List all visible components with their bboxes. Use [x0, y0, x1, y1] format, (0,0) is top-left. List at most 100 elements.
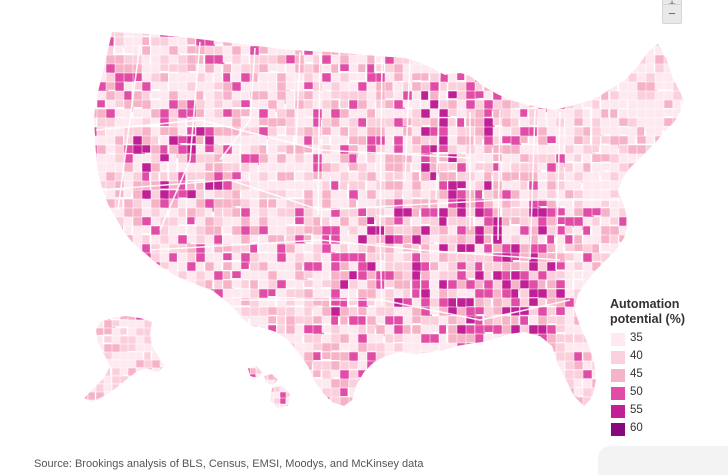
county-cell[interactable]	[501, 279, 512, 291]
county-cell[interactable]	[258, 405, 272, 417]
county-cell[interactable]	[240, 261, 250, 270]
county-cell[interactable]	[501, 315, 511, 326]
county-cell[interactable]	[573, 45, 585, 60]
county-cell[interactable]	[447, 117, 457, 127]
county-cell[interactable]	[222, 342, 237, 355]
county-cell[interactable]	[600, 63, 614, 73]
county-cell[interactable]	[105, 288, 118, 302]
county-cell[interactable]	[256, 410, 263, 418]
county-cell[interactable]	[528, 387, 539, 398]
county-cell[interactable]	[420, 360, 431, 372]
county-cell[interactable]	[132, 252, 147, 264]
county-cell[interactable]	[285, 36, 297, 45]
county-cell[interactable]	[402, 360, 413, 372]
county-cell[interactable]	[627, 270, 637, 279]
county-cell[interactable]	[339, 324, 351, 335]
county-cell[interactable]	[195, 234, 207, 244]
county-cell[interactable]	[279, 373, 287, 383]
county-cell[interactable]	[285, 360, 300, 371]
county-cell[interactable]	[177, 405, 189, 418]
county-cell[interactable]	[528, 405, 539, 418]
county-cell[interactable]	[402, 252, 412, 262]
county-cell[interactable]	[411, 360, 422, 371]
county-cell[interactable]	[681, 28, 690, 38]
county-cell[interactable]	[105, 306, 119, 318]
county-cell[interactable]	[546, 135, 557, 144]
county-cell[interactable]	[357, 306, 367, 316]
county-cell[interactable]	[348, 306, 358, 317]
county-cell[interactable]	[600, 369, 611, 383]
county-cell[interactable]	[564, 54, 574, 66]
county-cell[interactable]	[88, 180, 100, 194]
county-cell[interactable]	[645, 162, 658, 175]
county-cell[interactable]	[600, 90, 609, 102]
county-cell[interactable]	[456, 45, 467, 55]
county-cell[interactable]	[159, 369, 169, 382]
county-cell[interactable]	[321, 351, 331, 360]
county-cell[interactable]	[303, 279, 314, 288]
county-cell[interactable]	[123, 243, 134, 258]
county-cell[interactable]	[411, 252, 421, 264]
county-cell[interactable]	[177, 270, 188, 280]
county-cell[interactable]	[564, 36, 576, 48]
county-cell[interactable]	[375, 360, 385, 371]
county-cell[interactable]	[456, 396, 468, 406]
county-cell[interactable]	[222, 225, 234, 234]
county-cell[interactable]	[123, 63, 134, 74]
county-cell[interactable]	[501, 36, 512, 47]
county-cell[interactable]	[645, 117, 656, 129]
county-cell[interactable]	[303, 28, 313, 42]
county-cell[interactable]	[159, 399, 172, 411]
county-cell[interactable]	[447, 28, 461, 41]
county-cell[interactable]	[600, 28, 614, 41]
county-cell[interactable]	[285, 333, 297, 345]
county-cell[interactable]	[285, 362, 292, 368]
county-cell[interactable]	[132, 288, 144, 302]
county-cell[interactable]	[555, 28, 569, 41]
county-cell[interactable]	[303, 387, 314, 401]
county-cell[interactable]	[95, 335, 104, 345]
county-cell[interactable]	[204, 324, 213, 336]
county-cell[interactable]	[663, 207, 678, 221]
county-cell[interactable]	[627, 252, 641, 264]
county-cell[interactable]	[609, 54, 620, 64]
county-cell[interactable]	[135, 383, 147, 393]
county-cell[interactable]	[555, 171, 565, 181]
county-cell[interactable]	[438, 378, 450, 392]
county-cell[interactable]	[111, 383, 120, 396]
county-cell[interactable]	[330, 342, 340, 351]
county-cell[interactable]	[663, 225, 674, 236]
county-cell[interactable]	[591, 270, 602, 281]
county-cell[interactable]	[654, 180, 669, 192]
county-cell[interactable]	[609, 45, 622, 56]
county-cell[interactable]	[591, 36, 604, 48]
county-cell[interactable]	[88, 90, 97, 102]
county-cell[interactable]	[285, 397, 294, 405]
county-cell[interactable]	[510, 36, 521, 50]
county-cell[interactable]	[573, 36, 587, 49]
county-cell[interactable]	[240, 342, 253, 357]
county-cell[interactable]	[339, 36, 354, 46]
county-cell[interactable]	[88, 405, 97, 419]
county-cell[interactable]	[132, 270, 145, 279]
county-cell[interactable]	[501, 360, 511, 375]
county-cell[interactable]	[681, 54, 694, 69]
county-cell[interactable]	[555, 54, 567, 66]
county-cell[interactable]	[240, 360, 250, 375]
county-cell[interactable]	[114, 288, 126, 297]
county-cell[interactable]	[150, 324, 163, 339]
county-cell[interactable]	[645, 135, 655, 145]
county-cell[interactable]	[80, 375, 92, 387]
county-cell[interactable]	[123, 288, 134, 303]
county-cell[interactable]	[672, 126, 683, 135]
county-cell[interactable]	[645, 189, 659, 201]
county-cell[interactable]	[204, 243, 213, 255]
county-cell[interactable]	[339, 378, 350, 389]
county-cell[interactable]	[672, 189, 684, 199]
county-cell[interactable]	[582, 252, 594, 264]
county-cell[interactable]	[402, 306, 413, 317]
county-cell[interactable]	[492, 72, 506, 87]
county-cell[interactable]	[357, 396, 369, 407]
county-cell[interactable]	[80, 335, 90, 348]
county-cell[interactable]	[537, 351, 550, 361]
